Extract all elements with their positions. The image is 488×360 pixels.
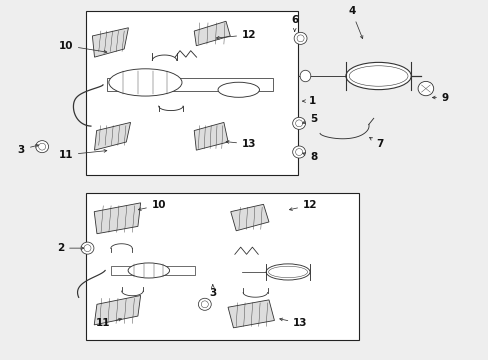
Polygon shape xyxy=(94,296,141,325)
Ellipse shape xyxy=(36,141,48,153)
Polygon shape xyxy=(230,204,268,231)
Bar xyxy=(86,193,358,339)
Text: 13: 13 xyxy=(226,139,256,149)
Ellipse shape xyxy=(109,69,182,96)
Ellipse shape xyxy=(417,81,433,96)
Ellipse shape xyxy=(292,146,305,158)
Ellipse shape xyxy=(292,117,305,129)
Ellipse shape xyxy=(128,263,169,278)
Ellipse shape xyxy=(294,32,306,44)
Text: 12: 12 xyxy=(289,200,317,211)
Ellipse shape xyxy=(345,62,410,90)
Text: 9: 9 xyxy=(431,93,448,103)
Text: 1: 1 xyxy=(302,96,315,106)
Ellipse shape xyxy=(84,245,91,252)
Text: 11: 11 xyxy=(58,149,106,160)
Text: 2: 2 xyxy=(57,243,83,253)
Text: 3: 3 xyxy=(209,285,216,298)
Ellipse shape xyxy=(296,35,304,42)
Ellipse shape xyxy=(81,242,94,254)
Ellipse shape xyxy=(348,66,407,86)
Ellipse shape xyxy=(300,70,310,82)
Ellipse shape xyxy=(268,266,307,278)
Ellipse shape xyxy=(265,264,309,280)
Polygon shape xyxy=(110,266,195,275)
Polygon shape xyxy=(227,300,274,328)
Text: 4: 4 xyxy=(347,6,362,39)
Text: 12: 12 xyxy=(216,30,256,40)
Text: 13: 13 xyxy=(279,318,307,328)
Text: 7: 7 xyxy=(369,138,383,149)
Text: 10: 10 xyxy=(58,41,106,53)
Text: 10: 10 xyxy=(138,200,166,211)
Text: 5: 5 xyxy=(302,114,317,124)
Ellipse shape xyxy=(218,82,259,97)
Ellipse shape xyxy=(39,143,45,150)
Text: 11: 11 xyxy=(96,318,121,328)
Ellipse shape xyxy=(295,149,302,156)
Polygon shape xyxy=(107,78,272,91)
Ellipse shape xyxy=(295,120,302,127)
Ellipse shape xyxy=(198,298,211,310)
Polygon shape xyxy=(194,21,230,46)
Text: 3: 3 xyxy=(18,144,39,154)
Polygon shape xyxy=(94,122,130,150)
Polygon shape xyxy=(194,122,228,150)
Text: 8: 8 xyxy=(302,152,317,162)
Bar xyxy=(86,12,298,175)
Polygon shape xyxy=(94,203,141,234)
Text: 6: 6 xyxy=(290,15,298,31)
Polygon shape xyxy=(92,28,128,57)
Ellipse shape xyxy=(201,301,208,308)
